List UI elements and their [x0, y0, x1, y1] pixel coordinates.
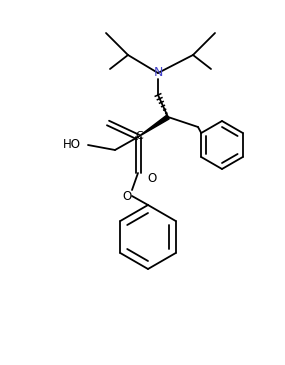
Polygon shape — [138, 115, 169, 137]
Text: O: O — [122, 191, 132, 204]
Text: O: O — [147, 172, 157, 184]
Text: N: N — [153, 65, 163, 78]
Text: HO: HO — [63, 138, 81, 150]
Text: C: C — [135, 131, 143, 141]
